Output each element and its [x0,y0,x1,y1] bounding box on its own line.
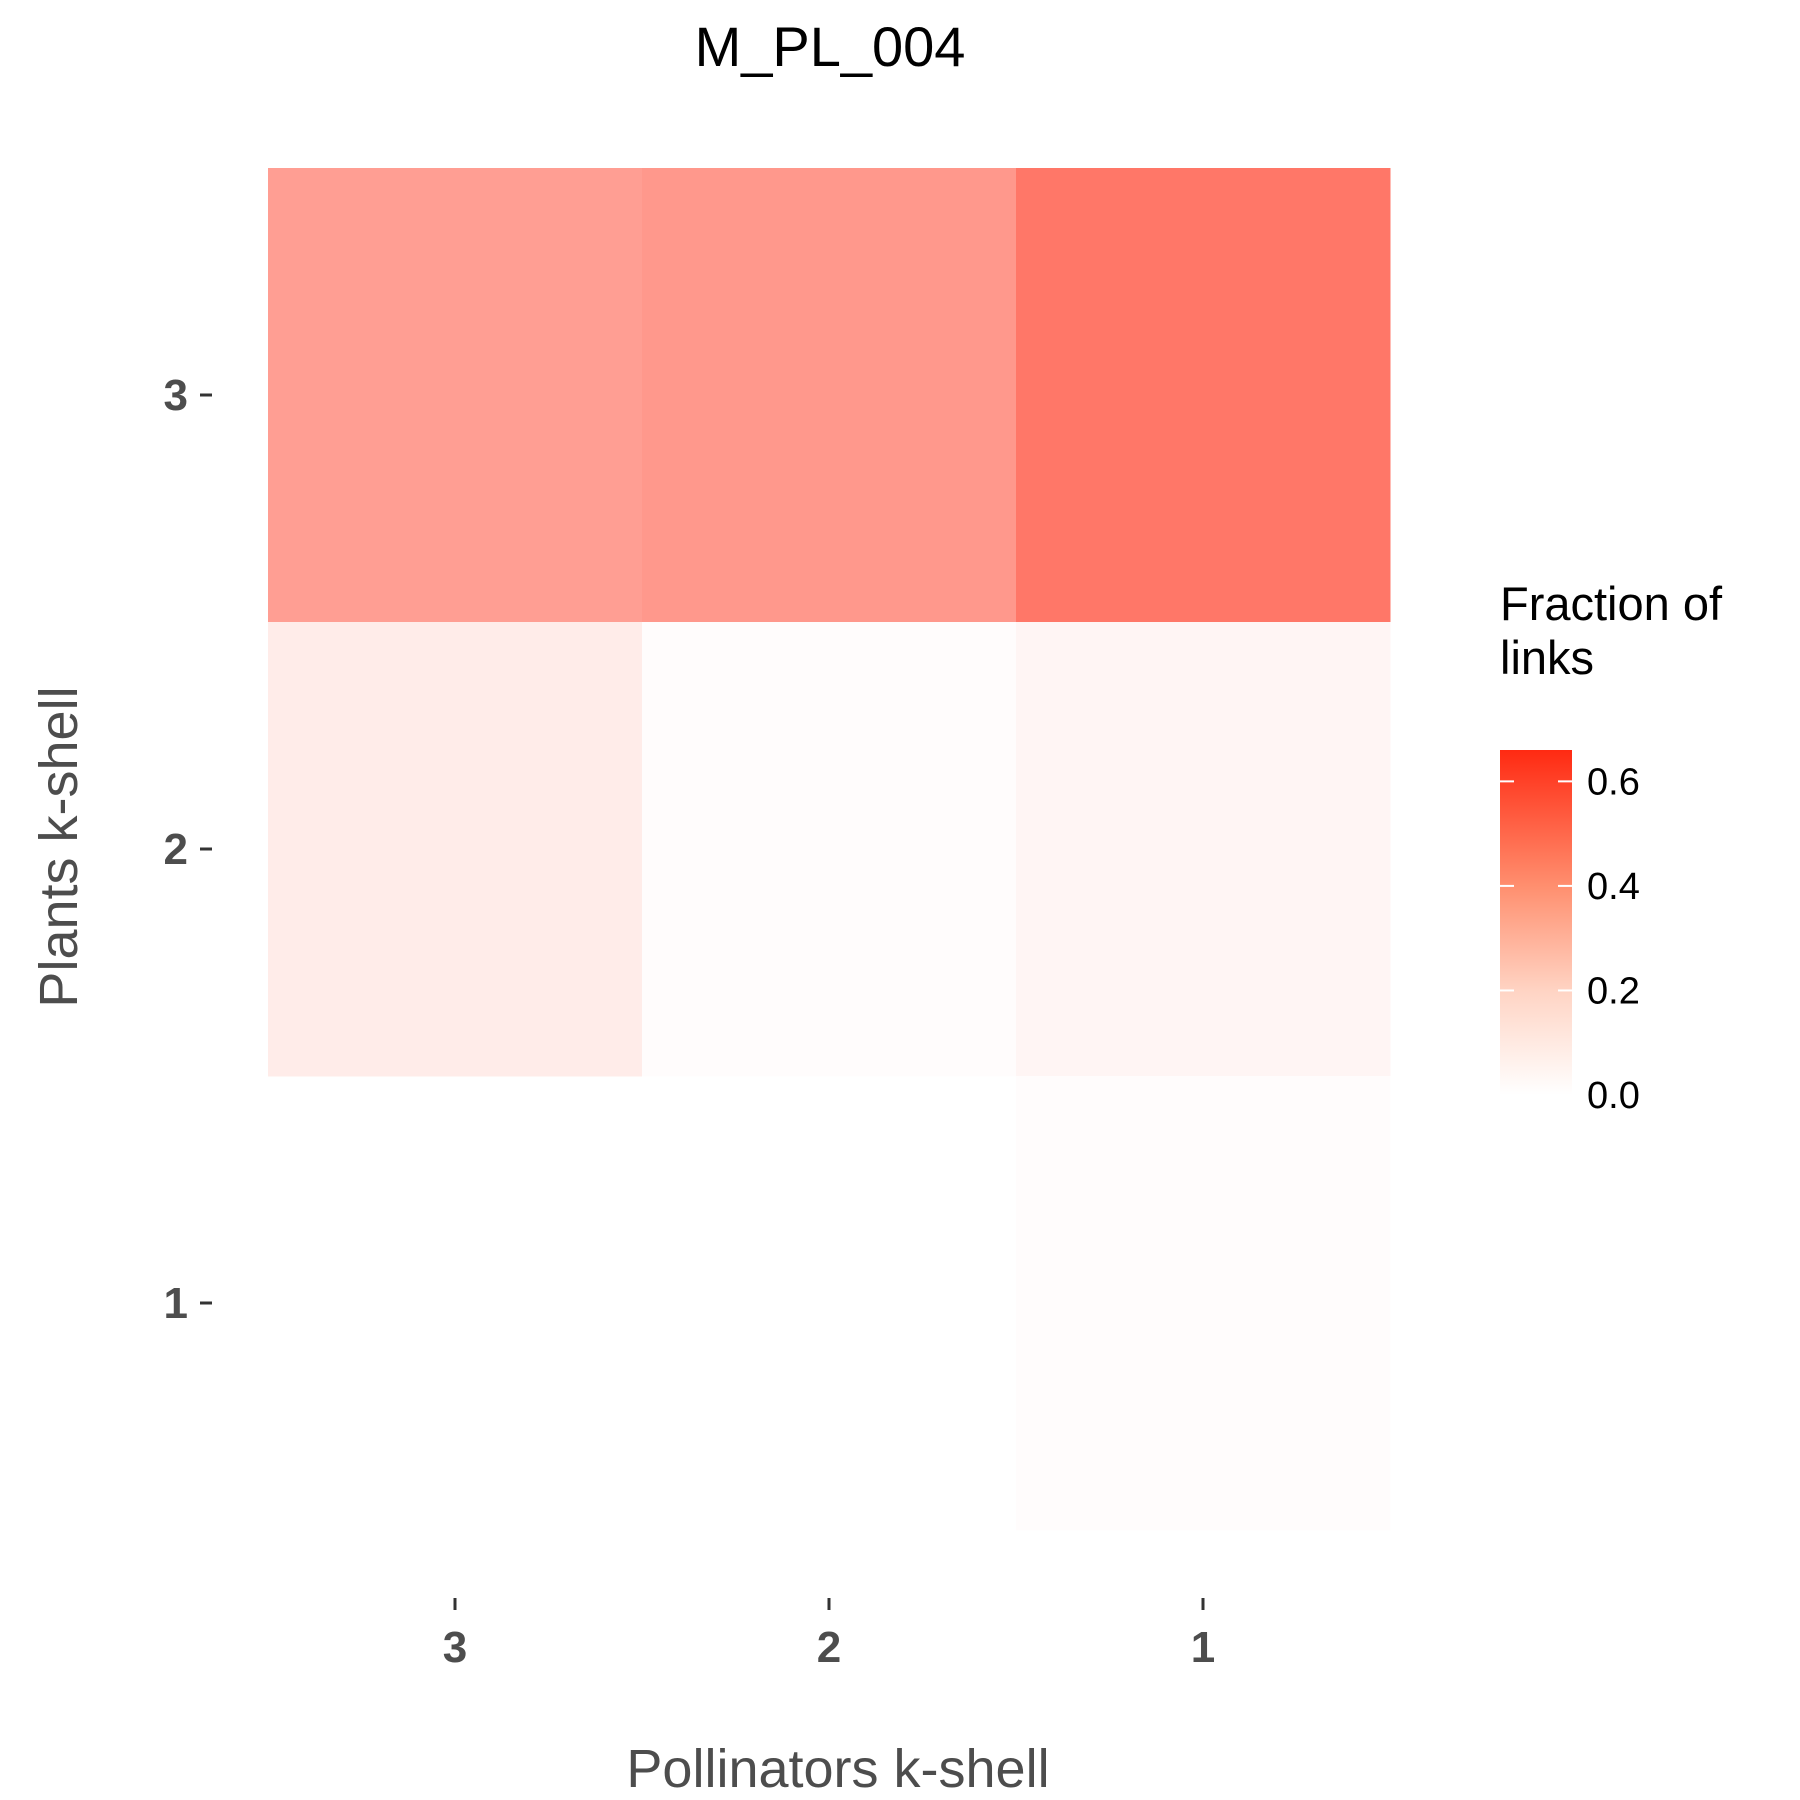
legend-ticks: 0.0 0.2 0.4 0.6 [1500,761,1640,1117]
x-axis-title: Pollinators k-shell [626,1739,1049,1799]
legend-tick-label: 0.0 [1587,1075,1640,1117]
color-legend: Fraction of links 0.0 0.2 0.4 0.6 [1500,577,1723,1117]
legend-tick-label: 0.2 [1587,970,1640,1012]
legend-title-line2: links [1500,631,1594,684]
heatmap-cells [268,168,1391,1531]
x-tick-label: 2 [817,1623,841,1672]
x-tick-label: 1 [1191,1623,1215,1672]
heatmap-cell [1016,168,1391,623]
x-tick-label: 3 [443,1623,467,1672]
heatmap-cell [642,622,1017,1077]
y-tick-label: 3 [164,371,188,420]
y-axis-title: Plants k-shell [29,686,89,1007]
y-tick-label: 2 [164,825,188,874]
legend-tick-label: 0.4 [1587,866,1640,908]
x-axis-ticks: 3 2 1 [443,1598,1215,1672]
legend-tick-label: 0.6 [1587,761,1640,803]
heatmap-cell [268,622,643,1077]
legend-title-line1: Fraction of [1500,577,1723,630]
chart-title: M_PL_004 [695,15,966,78]
heatmap-cell [1016,1076,1391,1531]
y-axis-ticks: 3 2 1 [164,371,212,1328]
heatmap-cell [642,168,1017,623]
y-tick-label: 1 [164,1279,188,1328]
heatmap-cell [1016,622,1391,1077]
legend-colorbar [1500,750,1572,1095]
heatmap-cell [268,168,643,623]
